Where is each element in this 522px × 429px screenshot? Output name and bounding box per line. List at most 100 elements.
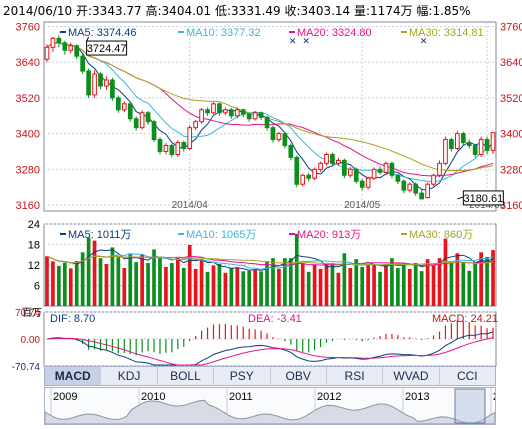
candle-body xyxy=(258,112,264,118)
candle-body xyxy=(478,139,484,155)
candle-body xyxy=(330,153,335,164)
volume-bar xyxy=(437,258,442,306)
volume-bar xyxy=(372,265,376,306)
volume-bar xyxy=(396,267,400,306)
price-tick-left: 3520 xyxy=(16,93,40,105)
volume-bar xyxy=(283,258,287,306)
tab-obv[interactable]: OBV xyxy=(271,367,327,385)
range-year-label: 2010 xyxy=(141,391,165,403)
volume-bar xyxy=(199,259,204,306)
candle-body xyxy=(80,55,86,72)
candle-body xyxy=(211,103,216,114)
volume-tick: 24 xyxy=(28,219,40,231)
price-ma30-line xyxy=(46,42,494,171)
candle-body xyxy=(371,168,377,179)
candle-body xyxy=(199,109,204,123)
volume-bar xyxy=(217,264,222,306)
macd-tick: 70.74 xyxy=(15,308,40,319)
candle-body xyxy=(62,42,68,51)
tab-macd[interactable]: MACD xyxy=(45,367,102,385)
candle-body xyxy=(318,162,323,170)
volume-bar xyxy=(336,272,341,306)
macd-legend-dea: DEA: -3.41 xyxy=(248,313,302,325)
quote-open: 开:3343.77 xyxy=(76,4,142,18)
candle-body xyxy=(359,180,365,188)
volume-bar xyxy=(134,262,139,306)
volume-bar xyxy=(479,252,483,306)
volume-bar xyxy=(181,267,186,306)
volume-bar xyxy=(306,271,311,306)
volume-bar xyxy=(312,265,317,306)
quote-header: 2014/06/10 开:3343.77 高:3404.01 低:3331.49… xyxy=(0,0,522,22)
candle-body xyxy=(264,116,270,129)
volume-bar xyxy=(45,256,49,306)
candle-body xyxy=(68,45,74,51)
volume-unit-label: 百万 xyxy=(22,307,42,319)
macd-tick: -70.74 xyxy=(12,362,41,373)
price-tick-left: 3160 xyxy=(16,200,40,212)
candle-body xyxy=(460,133,466,144)
volume-bar xyxy=(443,238,448,306)
tab-cci[interactable]: CCI xyxy=(456,369,478,383)
volume-bar xyxy=(211,265,216,306)
candle-body xyxy=(74,45,80,57)
volume-bar xyxy=(74,261,79,306)
volume-bar xyxy=(401,263,406,306)
candle-body xyxy=(98,73,103,87)
range-year-label: 2014 xyxy=(493,391,495,403)
volume-legend-ma10: MA10: 1065万 xyxy=(186,229,256,241)
volume-bar xyxy=(277,268,281,306)
candle-body xyxy=(472,145,478,155)
price-ma5-line xyxy=(46,42,494,191)
price-tick-right: 3640 xyxy=(500,57,522,69)
range-year-label: 2012 xyxy=(317,391,341,403)
tab-psy[interactable]: PSY xyxy=(214,367,271,385)
candle-body xyxy=(252,112,258,120)
price-tick-left: 3760 xyxy=(16,21,40,33)
volume-bar xyxy=(241,271,246,306)
volume-bar xyxy=(366,264,370,306)
volume-bar xyxy=(330,263,335,306)
candle-body xyxy=(431,174,436,185)
volume-bar xyxy=(164,266,168,306)
volume-bar xyxy=(57,265,61,306)
candle-body xyxy=(228,109,234,117)
quote-date: 2014/06/10 xyxy=(3,4,73,18)
candle-body xyxy=(44,46,50,60)
candle-body xyxy=(115,97,121,111)
candle-body xyxy=(193,121,199,129)
volume-bar xyxy=(318,268,323,306)
volume-bar xyxy=(86,237,91,306)
candle-body xyxy=(365,177,371,188)
candle-body xyxy=(139,112,145,129)
candle-body xyxy=(347,168,353,176)
candle-body xyxy=(413,183,419,194)
volume-bar xyxy=(300,264,305,306)
range-year-label: 2011 xyxy=(229,391,253,403)
volume-tick: 18 xyxy=(28,240,40,252)
tab-rsi[interactable]: RSI xyxy=(327,367,384,385)
candle-body xyxy=(300,174,306,185)
range-sparkline[interactable]: 2009 2010 2011 2012 2013 2014 xyxy=(44,388,517,425)
volume-bar xyxy=(431,265,436,306)
candle-body xyxy=(157,139,163,152)
volume-bar xyxy=(449,263,454,306)
tab-wvad[interactable]: WVAD xyxy=(383,367,440,385)
candle-body xyxy=(104,79,109,87)
candle-body xyxy=(181,142,187,149)
volume-bar xyxy=(98,258,103,306)
tab-boll[interactable]: BOLL xyxy=(158,367,215,385)
price-legend-ma20: MA20: 3324.80 xyxy=(297,27,372,39)
candle-body xyxy=(217,103,222,114)
volume-bar xyxy=(390,258,394,306)
volume-bar xyxy=(158,257,162,306)
event-marker-icon: ✕ xyxy=(289,36,297,46)
range-navigator[interactable]: 2009 2010 2011 2012 2013 2014 xyxy=(44,387,517,425)
annotation-box xyxy=(86,40,128,56)
tab-kdj[interactable]: KDJ xyxy=(101,367,158,385)
candle-body xyxy=(353,168,359,182)
volume-bar xyxy=(146,263,150,306)
candle-body xyxy=(312,168,317,179)
macd-legend-macd: MACD: 24.21 xyxy=(432,313,498,325)
